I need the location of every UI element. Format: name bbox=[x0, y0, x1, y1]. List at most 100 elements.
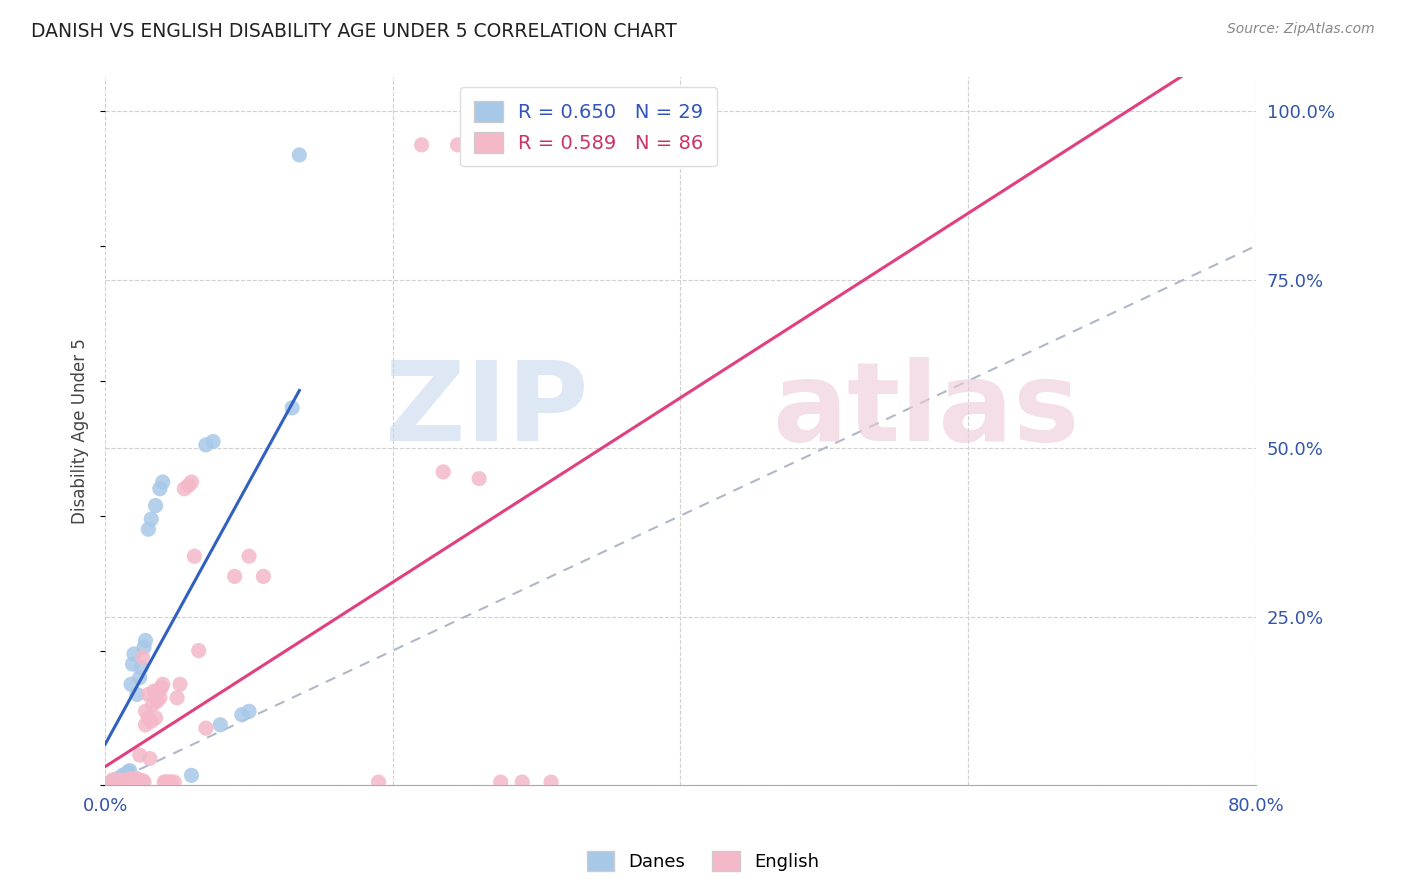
Point bbox=[120, 773, 142, 788]
Point bbox=[114, 775, 136, 789]
Point bbox=[128, 671, 150, 685]
Point bbox=[112, 775, 135, 789]
Point bbox=[110, 775, 132, 789]
Point bbox=[209, 718, 232, 732]
Point bbox=[115, 775, 138, 789]
Point bbox=[118, 764, 141, 778]
Point bbox=[104, 773, 127, 788]
Point bbox=[132, 640, 155, 655]
Y-axis label: Disability Age Under 5: Disability Age Under 5 bbox=[72, 338, 89, 524]
Point bbox=[173, 482, 195, 496]
Point bbox=[121, 775, 143, 789]
Point bbox=[107, 775, 129, 789]
Point bbox=[180, 768, 202, 782]
Point bbox=[432, 465, 454, 479]
Point bbox=[138, 711, 160, 725]
Point bbox=[122, 775, 145, 789]
Point bbox=[141, 714, 163, 729]
Point bbox=[111, 774, 134, 789]
Point bbox=[120, 677, 142, 691]
Point bbox=[129, 775, 152, 789]
Point bbox=[111, 768, 134, 782]
Point bbox=[489, 775, 512, 789]
Point bbox=[125, 772, 148, 786]
Point bbox=[169, 677, 191, 691]
Point bbox=[152, 677, 174, 691]
Point bbox=[101, 775, 124, 789]
Point bbox=[177, 478, 200, 492]
Point bbox=[117, 764, 139, 779]
Point bbox=[117, 773, 139, 788]
Point bbox=[115, 766, 138, 780]
Point bbox=[149, 482, 172, 496]
Point bbox=[156, 775, 179, 789]
Point bbox=[111, 775, 134, 789]
Point bbox=[120, 772, 142, 786]
Point bbox=[155, 775, 177, 789]
Point bbox=[252, 569, 274, 583]
Point bbox=[183, 549, 205, 564]
Point bbox=[446, 137, 468, 152]
Point bbox=[231, 707, 253, 722]
Point bbox=[150, 681, 173, 695]
Legend: Danes, English: Danes, English bbox=[579, 844, 827, 879]
Point bbox=[540, 775, 562, 789]
Point bbox=[160, 775, 183, 789]
Point bbox=[194, 438, 217, 452]
Point bbox=[108, 775, 131, 789]
Point bbox=[187, 643, 209, 657]
Point bbox=[107, 773, 129, 788]
Point bbox=[127, 775, 149, 789]
Point bbox=[180, 475, 202, 489]
Point bbox=[122, 773, 145, 788]
Point bbox=[132, 775, 155, 789]
Point bbox=[112, 773, 135, 788]
Point bbox=[108, 773, 131, 788]
Point bbox=[138, 522, 160, 536]
Point bbox=[107, 775, 129, 789]
Point bbox=[141, 512, 163, 526]
Point bbox=[510, 775, 533, 789]
Point bbox=[146, 694, 169, 708]
Point bbox=[411, 137, 433, 152]
Point bbox=[194, 721, 217, 735]
Point bbox=[238, 704, 260, 718]
Point bbox=[468, 472, 491, 486]
Point bbox=[105, 773, 128, 788]
Point bbox=[224, 569, 246, 583]
Point bbox=[159, 775, 181, 789]
Point bbox=[117, 775, 139, 789]
Point bbox=[134, 704, 156, 718]
Point bbox=[103, 775, 125, 789]
Point bbox=[101, 775, 124, 789]
Text: Source: ZipAtlas.com: Source: ZipAtlas.com bbox=[1227, 22, 1375, 37]
Point bbox=[145, 711, 167, 725]
Point bbox=[112, 770, 135, 784]
Point bbox=[145, 499, 167, 513]
Point bbox=[149, 690, 172, 705]
Point bbox=[108, 773, 131, 788]
Point bbox=[129, 660, 152, 674]
Point bbox=[110, 773, 132, 788]
Point bbox=[134, 633, 156, 648]
Point bbox=[120, 775, 142, 789]
Text: atlas: atlas bbox=[772, 357, 1080, 464]
Point bbox=[152, 475, 174, 489]
Point bbox=[122, 647, 145, 661]
Point bbox=[163, 775, 186, 789]
Point bbox=[105, 775, 128, 789]
Point bbox=[115, 775, 138, 789]
Point bbox=[104, 775, 127, 789]
Point bbox=[131, 650, 153, 665]
Point bbox=[121, 657, 143, 671]
Point bbox=[125, 775, 148, 789]
Point bbox=[143, 684, 166, 698]
Point bbox=[153, 775, 176, 789]
Text: DANISH VS ENGLISH DISABILITY AGE UNDER 5 CORRELATION CHART: DANISH VS ENGLISH DISABILITY AGE UNDER 5… bbox=[31, 22, 676, 41]
Point bbox=[127, 773, 149, 788]
Point bbox=[101, 773, 124, 788]
Point bbox=[367, 775, 389, 789]
Point bbox=[131, 773, 153, 788]
Point bbox=[148, 684, 170, 698]
Point bbox=[111, 773, 134, 788]
